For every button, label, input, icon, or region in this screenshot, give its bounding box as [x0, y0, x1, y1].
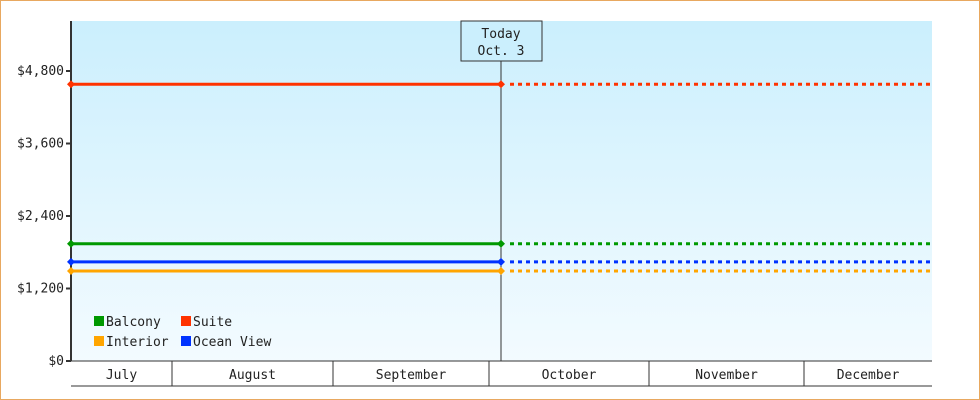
y-tick-label: $1,200	[17, 282, 64, 297]
month-label-october: October	[542, 368, 597, 383]
y-tick-label: $2,400	[17, 209, 64, 224]
today-date: Oct. 3	[478, 44, 525, 59]
interior-point	[497, 266, 505, 275]
month-label-july: July	[106, 368, 137, 383]
y-tick-label: $3,600	[17, 137, 64, 152]
balcony-point	[67, 239, 75, 248]
suite-point	[67, 80, 75, 89]
today-marker: Today Oct. 3	[460, 20, 543, 361]
month-label-september: September	[376, 368, 447, 383]
suite-point	[497, 80, 505, 89]
x-axis: July August September October November Decemb…	[71, 360, 932, 387]
today-box	[460, 20, 543, 62]
legend-label-suite: Suite	[193, 315, 232, 330]
legend-swatch-interior	[94, 336, 104, 346]
today-label: Today	[481, 27, 520, 42]
ocean-view-point	[67, 257, 75, 266]
legend-swatch-balcony	[94, 316, 104, 326]
y-tick-label: $4,800	[17, 64, 64, 79]
legend: Balcony Suite Interior Ocean View	[94, 315, 271, 350]
legend-label-balcony: Balcony	[106, 315, 161, 330]
ocean-view-point	[497, 257, 505, 266]
month-label-august: August	[229, 368, 276, 383]
month-label-december: December	[837, 368, 900, 383]
y-axis: $0 $1,200 $2,400 $3,600 $4,800	[17, 21, 72, 369]
legend-label-interior: Interior	[106, 335, 169, 350]
legend-label-ocean-view: Ocean View	[193, 335, 271, 350]
series-group	[67, 80, 932, 275]
month-label-november: November	[695, 368, 758, 383]
legend-swatch-ocean-view	[181, 336, 191, 346]
interior-point	[67, 266, 75, 275]
y-tick-label: $0	[48, 354, 64, 369]
balcony-point	[497, 239, 505, 248]
legend-swatch-suite	[181, 316, 191, 326]
